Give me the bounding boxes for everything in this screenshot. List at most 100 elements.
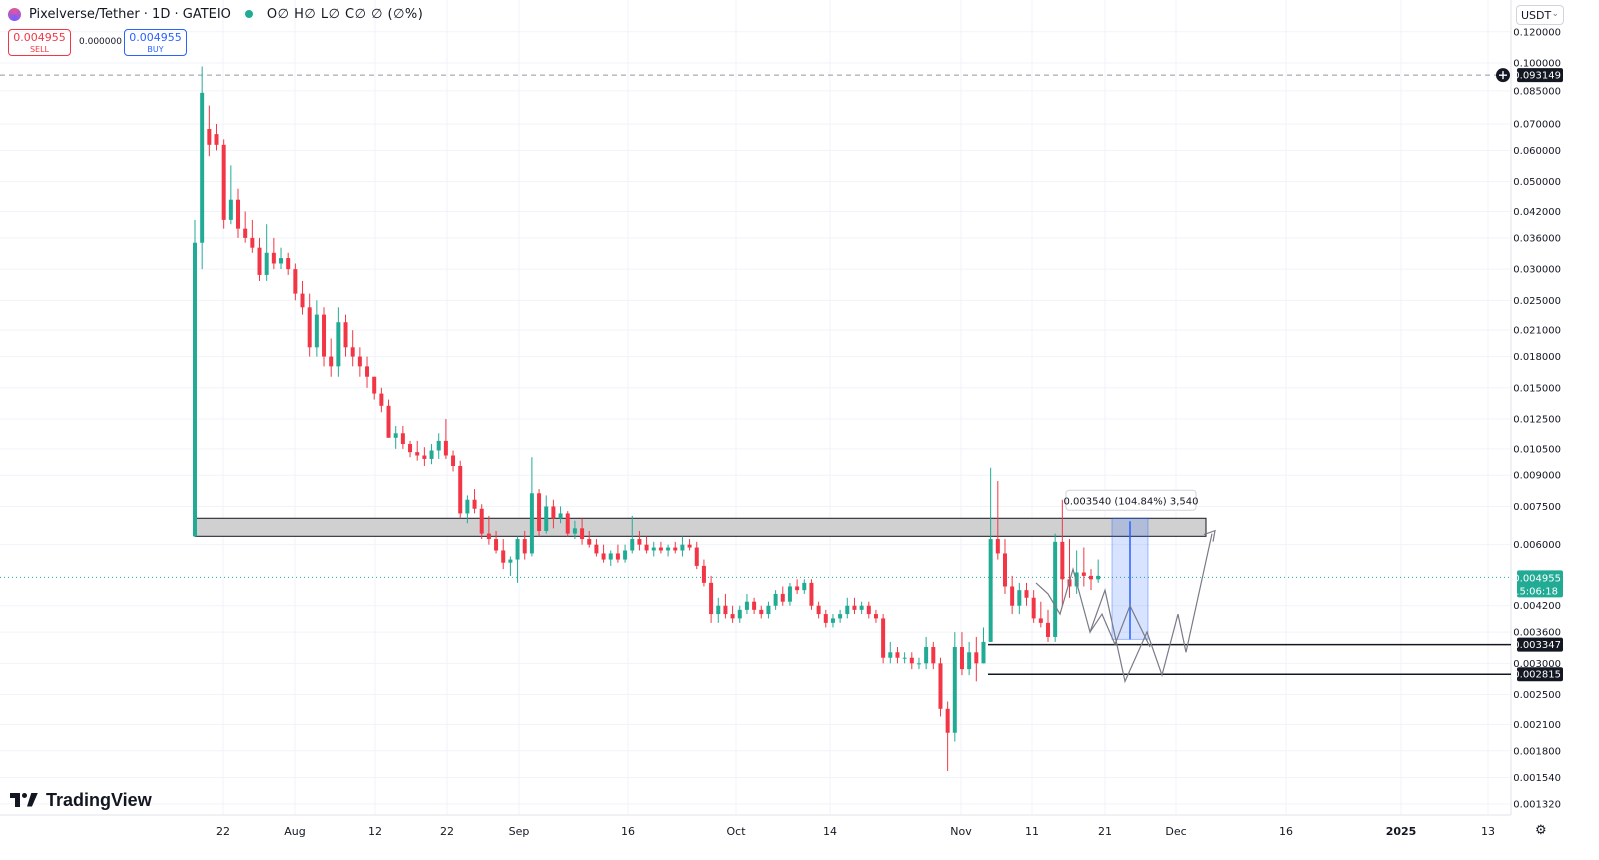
candle	[795, 579, 800, 594]
candle-body	[881, 618, 886, 658]
projection-path	[1035, 533, 1213, 684]
measure-tooltip-label: 0.003540 (104.84%) 3,540	[1064, 496, 1199, 507]
candle	[307, 293, 312, 357]
sell-button[interactable]: 0.004955 SELL	[8, 29, 71, 56]
price-tick-label: 0.003600	[1513, 628, 1561, 639]
pixelverse-logo-icon	[8, 7, 21, 21]
candle	[1031, 590, 1036, 623]
candle	[264, 224, 269, 281]
candle	[501, 539, 506, 570]
currency-selector[interactable]: USDT ⌄	[1516, 5, 1564, 25]
candle	[429, 444, 434, 465]
current-price-text: 0.004955	[1513, 573, 1561, 584]
candle-body	[221, 144, 226, 220]
support-low-label: 0.002815	[1513, 667, 1563, 682]
candle	[744, 593, 749, 615]
candle-body	[737, 609, 742, 619]
candle	[1067, 539, 1072, 598]
candle	[716, 597, 721, 623]
candle-body	[236, 199, 241, 229]
candle	[508, 556, 513, 576]
candle-body	[759, 609, 764, 615]
candle-body	[995, 539, 1000, 554]
symbol-title[interactable]: Pixelverse/Tether · 1D · GATEIO	[29, 6, 231, 22]
candle-body	[981, 641, 986, 664]
candle	[408, 440, 413, 458]
candle	[286, 252, 291, 275]
candle	[322, 307, 327, 367]
candle-body	[544, 506, 549, 531]
candle-body	[615, 553, 620, 560]
candle	[372, 376, 377, 400]
candle-body	[974, 652, 979, 664]
candle	[916, 657, 921, 670]
candle	[816, 601, 821, 619]
candle-body	[1045, 622, 1050, 637]
settings-gear-icon[interactable]: ⚙	[1535, 822, 1547, 837]
candle	[479, 504, 484, 540]
candle	[486, 515, 491, 545]
candle-body	[472, 499, 477, 509]
ohlc-readout: O∅ H∅ L∅ C∅ ∅ (∅%)	[266, 6, 424, 22]
candle	[1010, 575, 1015, 615]
time-tick-label: Oct	[726, 825, 746, 838]
candle-body	[350, 347, 355, 357]
price-tick-label: 0.002500	[1513, 690, 1561, 701]
candle-body	[680, 544, 685, 551]
candle-body	[307, 307, 312, 348]
candle	[615, 544, 620, 563]
candle-body	[580, 528, 585, 540]
candle	[472, 489, 477, 514]
candle	[436, 433, 441, 459]
candle-body	[873, 614, 878, 619]
candle-body	[845, 605, 850, 615]
candle-body	[809, 582, 814, 606]
candle-body	[565, 513, 570, 534]
candle-body	[888, 652, 893, 658]
price-tick-label: 0.009000	[1513, 471, 1561, 482]
crosshair-price-label-bg	[1517, 68, 1563, 83]
time-tick-label: 13	[1481, 825, 1495, 838]
candle-body	[673, 547, 678, 551]
candle-body	[1017, 590, 1022, 606]
candle-body	[945, 708, 950, 733]
price-tick-label: 0.001320	[1513, 799, 1561, 810]
candle-body	[694, 547, 699, 566]
candle	[931, 641, 936, 670]
candle-body	[637, 539, 642, 545]
chevron-down-icon: ⌄	[1551, 9, 1559, 19]
candle-body	[300, 293, 305, 308]
candle	[873, 609, 878, 623]
candle-body	[451, 455, 456, 466]
candle-body	[494, 539, 499, 551]
candle-body	[214, 134, 219, 145]
crosshair-price-label: 0.093149	[1513, 68, 1563, 83]
candle	[465, 495, 470, 524]
candle	[572, 520, 577, 540]
candle	[544, 495, 549, 534]
candle	[888, 641, 893, 664]
crosshair-plus-glyph	[1499, 71, 1507, 80]
support-low-label-bg	[1517, 667, 1563, 682]
candle-body	[243, 228, 248, 238]
candle-body	[1002, 553, 1007, 587]
candle-body	[551, 506, 556, 519]
candle-body	[687, 544, 692, 548]
candle-body	[744, 601, 749, 610]
buy-button[interactable]: 0.004955 BUY	[124, 29, 187, 56]
candle	[780, 586, 785, 606]
candle-body	[193, 242, 197, 537]
candle	[451, 450, 456, 472]
candle-body	[415, 452, 420, 456]
tradingview-logo[interactable]: TradingView	[10, 790, 152, 811]
grid-lines	[0, 0, 1511, 815]
candle-body	[522, 539, 527, 554]
candle	[823, 609, 828, 628]
time-tick-label: 21	[1098, 825, 1112, 838]
candle-body	[723, 605, 728, 615]
candle	[580, 518, 585, 545]
buy-price: 0.004955	[129, 31, 182, 44]
candle	[458, 460, 463, 519]
crosshair-price-label-text: 0.093149	[1513, 71, 1561, 82]
